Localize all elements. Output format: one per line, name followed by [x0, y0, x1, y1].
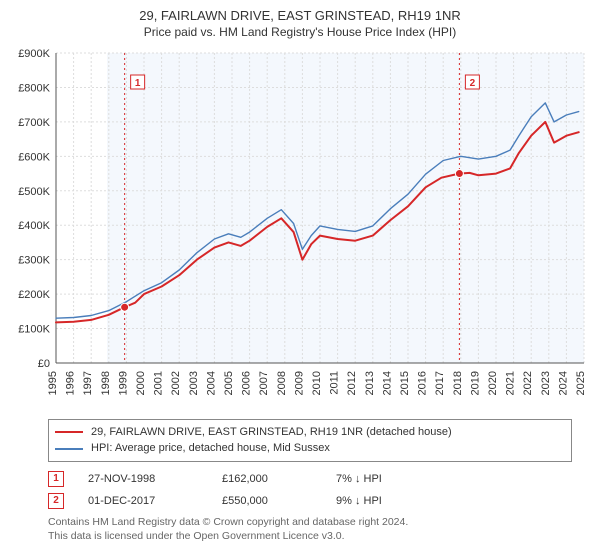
sale-row: 2 01-DEC-2017 £550,000 9% ↓ HPI — [48, 490, 572, 512]
svg-text:2005: 2005 — [223, 371, 235, 395]
svg-text:£200K: £200K — [18, 289, 50, 301]
svg-text:2021: 2021 — [505, 371, 517, 395]
svg-text:1996: 1996 — [65, 371, 77, 395]
svg-text:£700K: £700K — [18, 117, 50, 129]
sale-diff: 7% ↓ HPI — [336, 473, 446, 485]
footnote-line-1: Contains HM Land Registry data © Crown c… — [48, 516, 572, 530]
sale-marker-box: 1 — [48, 471, 64, 487]
svg-text:2012: 2012 — [346, 371, 358, 395]
chart-container: 29, FAIRLAWN DRIVE, EAST GRINSTEAD, RH19… — [0, 0, 600, 560]
chart-subtitle: Price paid vs. HM Land Registry's House … — [0, 25, 600, 43]
svg-text:2023: 2023 — [540, 371, 552, 395]
svg-text:2025: 2025 — [575, 371, 587, 395]
svg-text:2016: 2016 — [417, 371, 429, 395]
svg-text:1998: 1998 — [100, 371, 112, 395]
svg-text:2000: 2000 — [135, 371, 147, 395]
svg-text:2011: 2011 — [329, 371, 341, 395]
legend-label: 29, FAIRLAWN DRIVE, EAST GRINSTEAD, RH19… — [91, 424, 452, 441]
svg-text:2002: 2002 — [170, 371, 182, 395]
chart-title: 29, FAIRLAWN DRIVE, EAST GRINSTEAD, RH19… — [0, 0, 600, 25]
legend-box: 29, FAIRLAWN DRIVE, EAST GRINSTEAD, RH19… — [48, 419, 572, 462]
svg-text:£900K: £900K — [18, 48, 50, 60]
svg-text:2009: 2009 — [293, 371, 305, 395]
chart-svg: £0 £100K £200K £300K £400K £500K £600K £700K £80… — [0, 43, 600, 413]
svg-text:2013: 2013 — [364, 371, 376, 395]
svg-text:1: 1 — [135, 78, 141, 89]
svg-text:2001: 2001 — [153, 371, 165, 395]
svg-text:2017: 2017 — [434, 371, 446, 395]
svg-text:1999: 1999 — [117, 371, 129, 395]
sales-table: 1 27-NOV-1998 £162,000 7% ↓ HPI 2 01-DEC-2017… — [48, 468, 572, 512]
svg-text:2024: 2024 — [557, 371, 569, 395]
svg-text:£100K: £100K — [18, 323, 50, 335]
svg-text:2022: 2022 — [522, 371, 534, 395]
sale-row: 1 27-NOV-1998 £162,000 7% ↓ HPI — [48, 468, 572, 490]
sale-diff: 9% ↓ HPI — [336, 495, 446, 507]
svg-text:2006: 2006 — [241, 371, 253, 395]
sale-date: 01-DEC-2017 — [88, 495, 198, 507]
svg-text:£300K: £300K — [18, 255, 50, 267]
svg-text:1997: 1997 — [82, 371, 94, 395]
svg-text:2018: 2018 — [452, 371, 464, 395]
footnote-line-2: This data is licensed under the Open Gov… — [48, 530, 572, 544]
legend-label: HPI: Average price, detached house, Mid … — [91, 440, 330, 457]
svg-text:2008: 2008 — [276, 371, 288, 395]
sale-date: 27-NOV-1998 — [88, 473, 198, 485]
footnote: Contains HM Land Registry data © Crown c… — [48, 516, 572, 543]
svg-text:2020: 2020 — [487, 371, 499, 395]
sale-price: £162,000 — [222, 473, 312, 485]
svg-text:£400K: £400K — [18, 220, 50, 232]
svg-text:£600K: £600K — [18, 151, 50, 163]
svg-text:£0: £0 — [38, 358, 50, 370]
legend-row: 29, FAIRLAWN DRIVE, EAST GRINSTEAD, RH19… — [55, 424, 565, 441]
sale-price: £550,000 — [222, 495, 312, 507]
legend-row: HPI: Average price, detached house, Mid … — [55, 440, 565, 457]
legend-swatch — [55, 448, 83, 450]
svg-text:£800K: £800K — [18, 82, 50, 94]
svg-text:2015: 2015 — [399, 371, 411, 395]
sale-marker-box: 2 — [48, 493, 64, 509]
legend-swatch — [55, 431, 83, 433]
svg-text:2014: 2014 — [381, 371, 393, 395]
svg-text:2019: 2019 — [469, 371, 481, 395]
svg-text:1995: 1995 — [47, 371, 59, 395]
svg-text:2007: 2007 — [258, 371, 270, 395]
svg-text:2004: 2004 — [205, 371, 217, 395]
chart-plot-area: £0 £100K £200K £300K £400K £500K £600K £700K £80… — [0, 43, 600, 413]
svg-text:£500K: £500K — [18, 186, 50, 198]
svg-text:2: 2 — [470, 78, 476, 89]
svg-text:2003: 2003 — [188, 371, 200, 395]
svg-text:2010: 2010 — [311, 371, 323, 395]
